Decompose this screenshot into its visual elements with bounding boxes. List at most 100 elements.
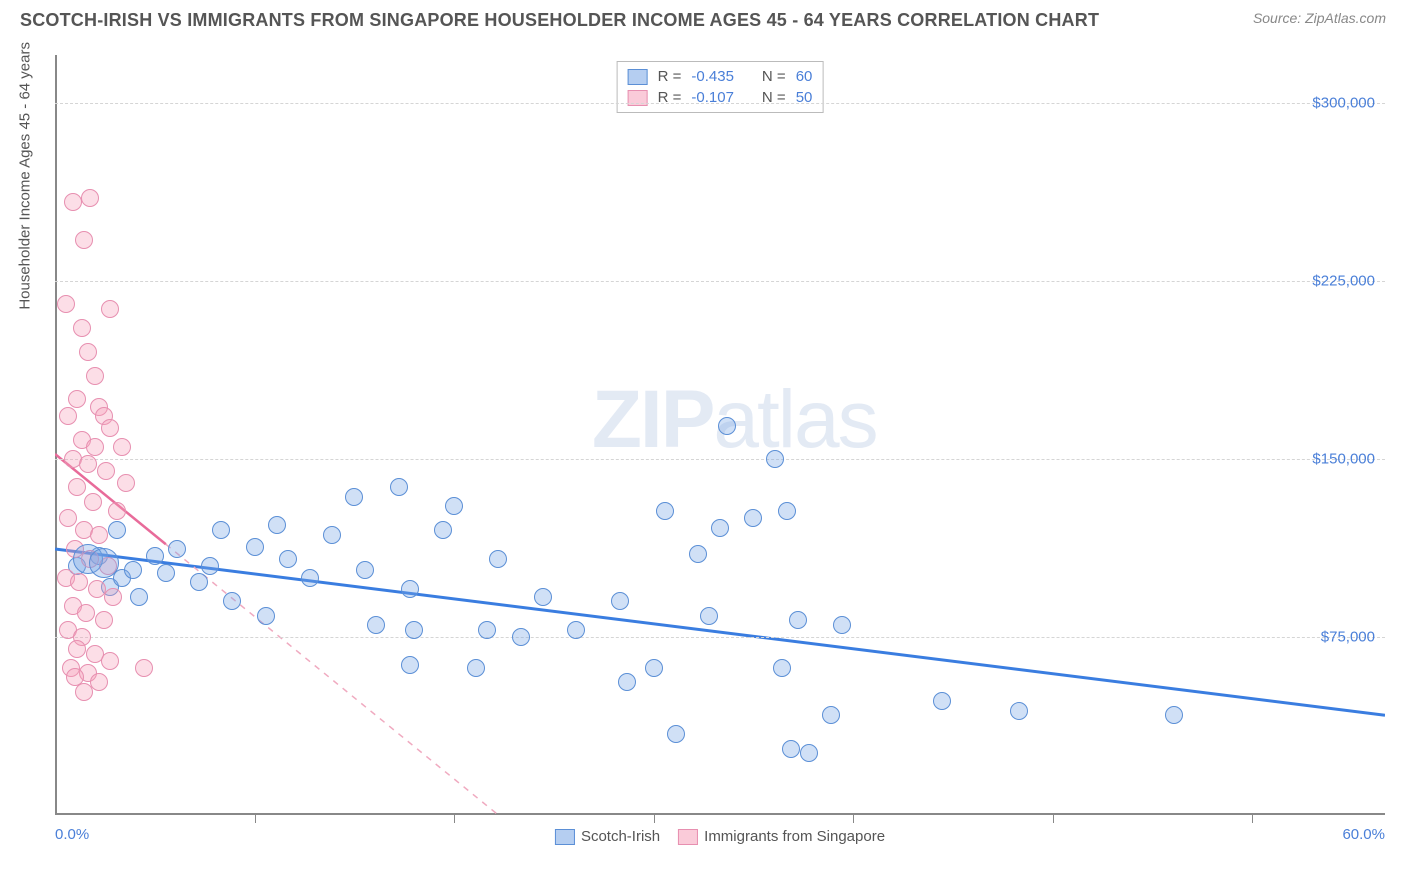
scatter-point [75, 231, 93, 249]
scatter-point [257, 607, 275, 625]
scatter-point [146, 547, 164, 565]
legend2-swatch-blue [555, 829, 575, 845]
scatter-point [766, 450, 784, 468]
chart-title: SCOTCH-IRISH VS IMMIGRANTS FROM SINGAPOR… [20, 10, 1099, 31]
x-tick [654, 815, 655, 823]
scatter-point [268, 516, 286, 534]
scatter-point [700, 607, 718, 625]
scatter-point [73, 319, 91, 337]
scatter-point [478, 621, 496, 639]
scatter-point [800, 744, 818, 762]
legend-series: Scotch-Irish Immigrants from Singapore [555, 828, 885, 845]
y-tick-label: $75,000 [1321, 628, 1375, 645]
scatter-point [778, 502, 796, 520]
scatter-point [1010, 702, 1028, 720]
scatter-point [79, 455, 97, 473]
scatter-point [656, 502, 674, 520]
x-tick [255, 815, 256, 823]
x-tick [1053, 815, 1054, 823]
scatter-point [323, 526, 341, 544]
scatter-point [434, 521, 452, 539]
scatter-point [718, 417, 736, 435]
scatter-point [645, 659, 663, 677]
scatter-point [108, 521, 126, 539]
scatter-point [90, 526, 108, 544]
gridline-h [55, 103, 1385, 104]
scatter-point [301, 569, 319, 587]
scatter-point [833, 616, 851, 634]
scatter-point [90, 673, 108, 691]
scatter-point [356, 561, 374, 579]
y-axis [55, 55, 57, 815]
legend-r-label: R = [658, 68, 682, 85]
scatter-point [89, 548, 119, 578]
scatter-point [534, 588, 552, 606]
gridline-h [55, 637, 1385, 638]
scatter-point [201, 557, 219, 575]
scatter-point [79, 343, 97, 361]
scatter-point [512, 628, 530, 646]
scatter-point [70, 573, 88, 591]
scatter-point [104, 588, 122, 606]
y-tick-label: $225,000 [1312, 272, 1375, 289]
scatter-point [390, 478, 408, 496]
scatter-point [190, 573, 208, 591]
x-tick [853, 815, 854, 823]
scatter-point [789, 611, 807, 629]
scatter-point [367, 616, 385, 634]
scatter-point [124, 561, 142, 579]
scatter-point [101, 652, 119, 670]
scatter-point [57, 295, 75, 313]
y-tick-label: $300,000 [1312, 94, 1375, 111]
scatter-point [405, 621, 423, 639]
scatter-point [95, 611, 113, 629]
scatter-point [84, 493, 102, 511]
scatter-point [101, 419, 119, 437]
scatter-point [108, 502, 126, 520]
scatter-point [64, 193, 82, 211]
scatter-point [822, 706, 840, 724]
legend2-label-blue: Scotch-Irish [581, 828, 660, 845]
gridline-h [55, 281, 1385, 282]
gridline-h [55, 459, 1385, 460]
legend-swatch-blue [628, 69, 648, 85]
y-tick-label: $150,000 [1312, 450, 1375, 467]
scatter-point [75, 683, 93, 701]
x-tick-label: 0.0% [55, 826, 89, 843]
scatter-point [81, 189, 99, 207]
scatter-point [489, 550, 507, 568]
scatter-point [744, 509, 762, 527]
scatter-point [689, 545, 707, 563]
scatter-point [86, 438, 104, 456]
scatter-point [279, 550, 297, 568]
scatter-point [611, 592, 629, 610]
x-tick [1252, 815, 1253, 823]
scatter-point [101, 300, 119, 318]
scatter-point [68, 390, 86, 408]
x-tick-label: 60.0% [1342, 826, 1385, 843]
legend-n-label: N = [762, 68, 786, 85]
scatter-point [567, 621, 585, 639]
scatter-point [77, 604, 95, 622]
scatter-point [933, 692, 951, 710]
scatter-point [667, 725, 685, 743]
watermark-zip: ZIP [592, 374, 714, 465]
scatter-point [401, 580, 419, 598]
scatter-point [68, 478, 86, 496]
scatter-point [68, 640, 86, 658]
legend-r-blue: -0.435 [691, 68, 734, 85]
scatter-point [117, 474, 135, 492]
scatter-point [445, 497, 463, 515]
scatter-point [59, 509, 77, 527]
scatter-point [711, 519, 729, 537]
scatter-point [86, 367, 104, 385]
scatter-point [168, 540, 186, 558]
scatter-point [157, 564, 175, 582]
source-label: Source: ZipAtlas.com [1253, 10, 1386, 26]
scatter-point [135, 659, 153, 677]
scatter-point [618, 673, 636, 691]
legend2-label-pink: Immigrants from Singapore [704, 828, 885, 845]
legend2-swatch-pink [678, 829, 698, 845]
scatter-point [1165, 706, 1183, 724]
regression-lines [55, 55, 1385, 815]
